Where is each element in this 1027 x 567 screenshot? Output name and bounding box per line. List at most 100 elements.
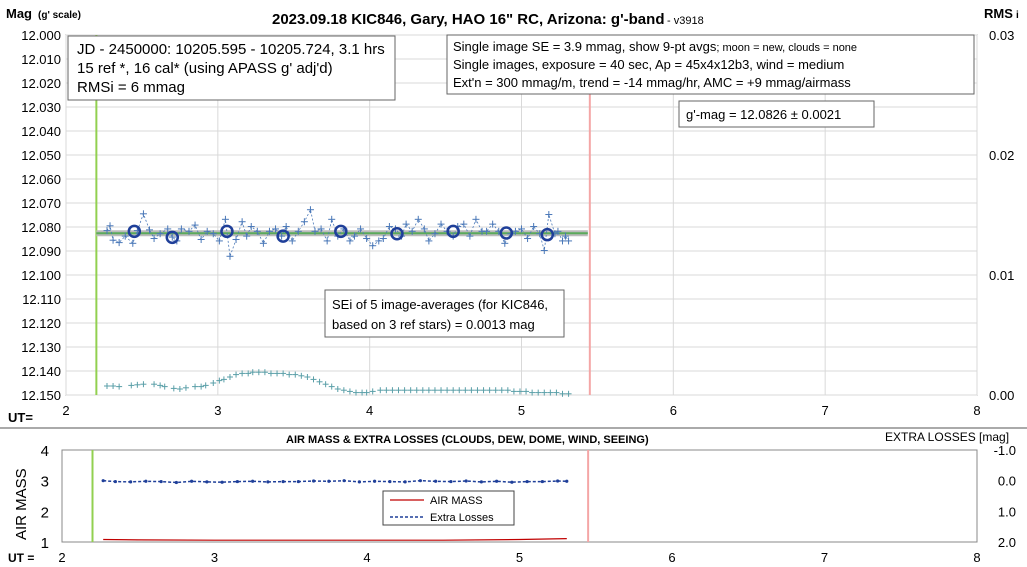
average-point [220,224,234,239]
single-image-point [300,218,308,226]
single-image-point [164,225,172,233]
rms-point [161,383,168,390]
single-image-point [115,239,123,247]
single-image-point [226,252,234,260]
single-image-point [247,223,255,231]
rms-point [462,387,469,394]
rms-point [116,383,123,390]
x-tick-label: 3 [214,403,221,418]
single-image-point [357,225,365,233]
rms-point [233,371,240,378]
rms-point [103,383,110,389]
single-image-point [139,210,147,218]
y-axis-label: Mag [6,6,32,21]
y-tick-label: 12.060 [21,172,61,187]
y-tick-label: 12.050 [21,148,61,163]
airmass-series-line [103,538,567,541]
rms-point [110,383,117,389]
airmass-y-tick: 1 [41,535,49,552]
single-image-point [129,239,137,247]
rms-point [529,389,536,396]
x-tick-label: 2 [62,403,69,418]
extra-losses-point [251,479,255,483]
info-box-settings [446,34,975,95]
rms-point [176,386,183,392]
rms-point [346,388,353,395]
extra-losses-point [159,479,163,484]
y-tick-label: 12.100 [21,268,61,283]
info-box-settings-line2: Single images, exposure = 40 sec, Ap = 4… [453,57,844,72]
info-box-settings-line1: Single image SE = 3.9 mmag, show 9-pt av… [453,39,857,54]
single-image-point [197,235,205,243]
rms-point [456,387,463,394]
single-image-point [530,223,538,231]
single-image-point [511,227,519,235]
airmass-plot-area [61,449,978,543]
rms-point [310,376,317,383]
single-image-point [103,227,111,235]
rms-point [261,369,268,376]
rms-point [239,370,246,377]
y2-tick-label: 0.00 [989,388,1014,403]
legend-airmass-label: AIR MASS [430,495,483,507]
y-tick-label: 12.020 [21,76,61,91]
rms-point [535,389,542,396]
single-image-point [328,215,336,223]
rms-point [170,385,177,392]
airmass-x-tick: 5 [516,550,523,565]
airmass-x-tick-labels: 2 3 4 5 6 7 8 [58,550,980,565]
extra-losses-point [388,479,392,484]
extra-losses-point [403,480,407,484]
single-image-point [425,237,433,245]
rms-markers [103,369,572,397]
single-image-point [501,239,509,247]
single-image-point [472,215,480,223]
y-axis-label-suffix: (g' scale) [38,10,81,21]
rms-point [304,374,311,380]
average-point [276,229,290,243]
info-box-settings-line3: Ext'n = 300 mmag/m, trend = -14 mmag/hr,… [453,75,851,90]
single-image-point [524,235,532,243]
airmass-y-tick: 3 [41,474,49,491]
y2-tick-label: 0.03 [989,28,1014,43]
rms-point [363,389,370,396]
rms-point [245,370,252,377]
single-image-point [294,227,302,235]
single-image-point [121,232,129,240]
rms-point [280,370,287,377]
info-box-observation [67,35,396,101]
single-image-point [558,237,566,245]
extra-losses-point [190,479,194,483]
average-point [540,227,555,242]
y-tick-label: 12.110 [22,292,61,307]
main-plot: 12.000 12.010 12.020 12.030 12.040 12.050 12.0… [6,6,1019,425]
rms-point [316,378,323,385]
y2-axis-label-suffix: i [1016,10,1019,21]
single-image-point [203,227,211,235]
rms-point [192,383,199,390]
rms-point [486,387,493,394]
rms-point [407,387,414,394]
x-tick-label: 6 [670,403,677,418]
y-tick-label: 12.000 [21,28,61,43]
rms-point [444,387,451,394]
extra-losses-point [357,480,361,484]
main-version: - v3918 [667,15,704,27]
rms-point [523,388,530,395]
extra-losses-point [418,479,422,483]
single-image-point [168,233,176,241]
extra-losses-point [174,480,178,485]
rms-point [210,380,217,386]
extra-losses-point [101,479,105,483]
single-image-point [466,232,474,240]
rms-point [553,389,560,396]
x-axis-label: UT= [8,410,33,425]
extra-losses-tick: 2.0 [998,535,1016,550]
airmass-x-tick: 4 [363,550,370,565]
single-image-point [562,232,570,240]
y-tick-label: 12.090 [21,244,61,259]
single-image-point [177,225,185,233]
y2-tick-label: 0.02 [989,148,1014,163]
single-image-point [232,235,240,243]
